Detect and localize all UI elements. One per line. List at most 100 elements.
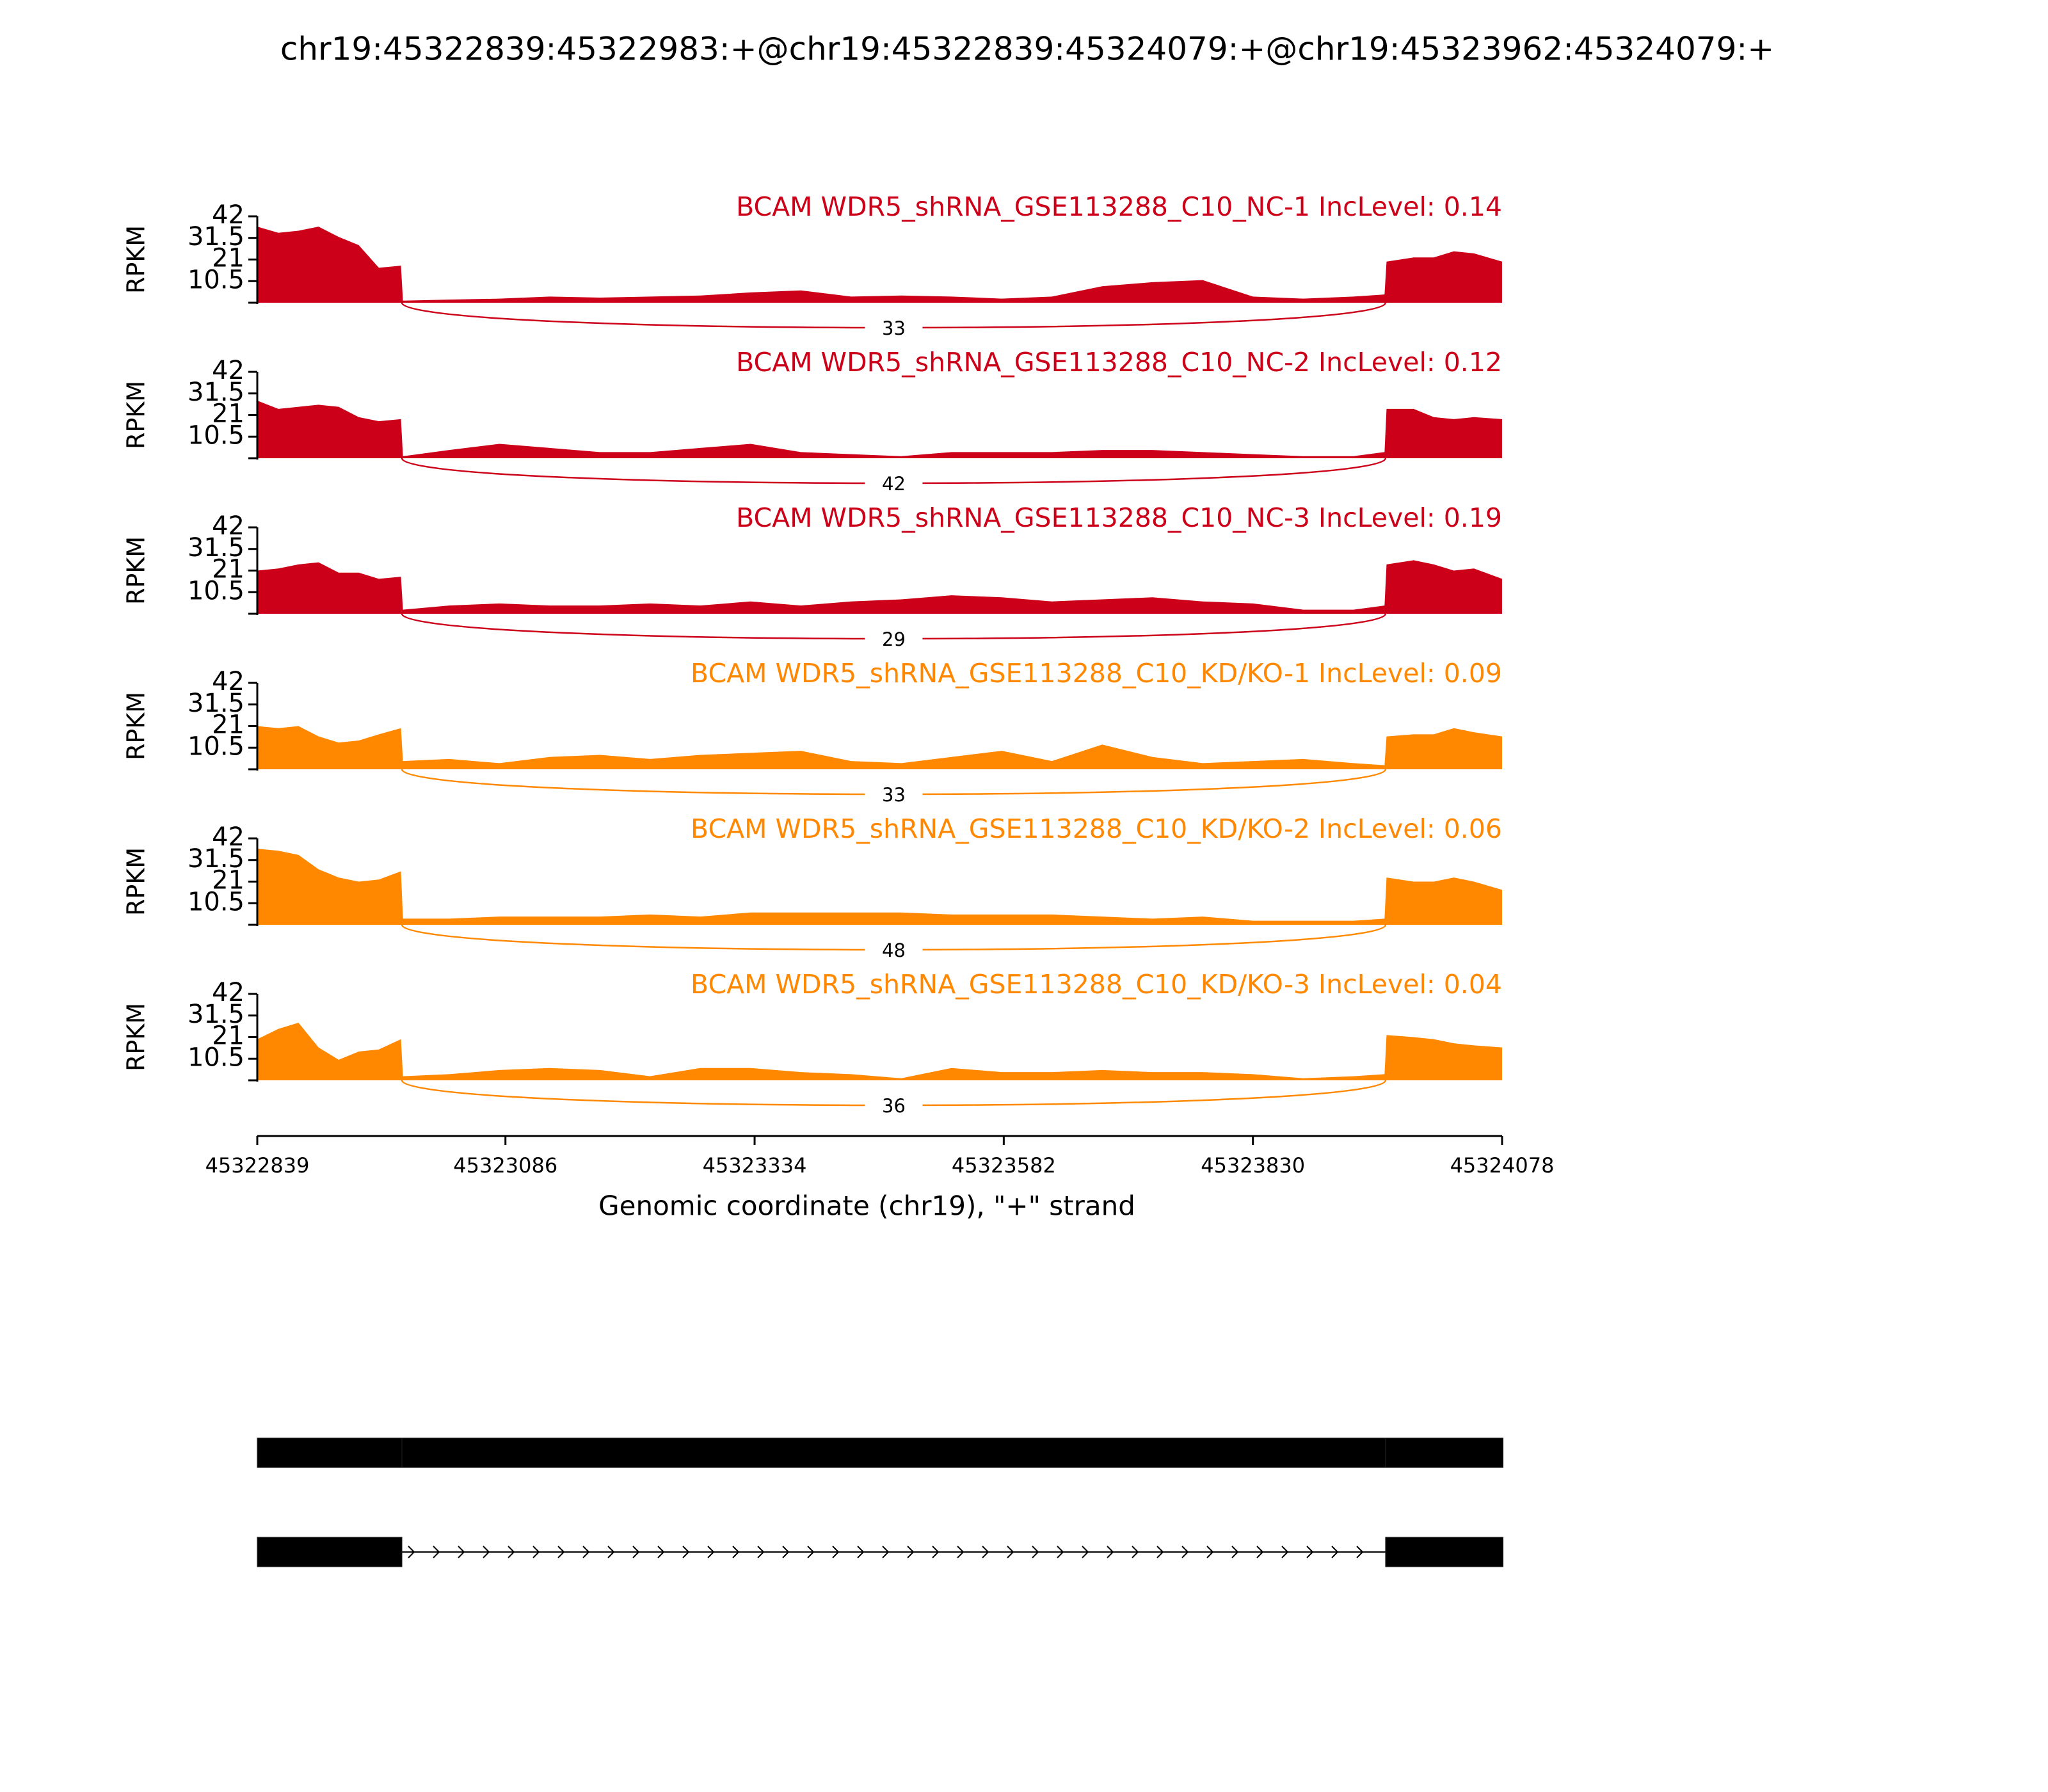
y-axis-label: RPKM xyxy=(122,381,150,449)
y-tick-label: 10.5 xyxy=(188,732,244,761)
strand-arrow xyxy=(907,1546,915,1558)
strand-arrow xyxy=(483,1546,490,1558)
strand-arrow xyxy=(1206,1546,1214,1558)
strand-arrow xyxy=(1082,1546,1089,1558)
strand-arrow xyxy=(1107,1546,1114,1558)
coverage-area xyxy=(257,560,1502,614)
junction-count: 36 xyxy=(882,1095,906,1117)
y-axis-label: RPKM xyxy=(122,1003,150,1071)
x-axis-label: Genomic coordinate (chr19), "+" strand xyxy=(598,1190,1135,1222)
strand-arrow xyxy=(433,1546,440,1558)
strand-arrow xyxy=(982,1546,989,1558)
coverage-area xyxy=(257,227,1502,303)
strand-arrow xyxy=(682,1546,690,1558)
strand-arrow xyxy=(607,1546,615,1558)
strand-arrow xyxy=(557,1546,565,1558)
junction-count: 29 xyxy=(882,628,906,650)
junction-count: 33 xyxy=(882,784,906,806)
x-tick-label: 45322839 xyxy=(205,1153,310,1178)
y-tick-label: 21 xyxy=(212,555,244,584)
strand-arrow xyxy=(882,1546,890,1558)
track-label: BCAM WDR5_shRNA_GSE113288_C10_KD/KO-3 In… xyxy=(691,969,1502,1000)
x-tick-label: 45323334 xyxy=(703,1153,807,1178)
junction-count: 33 xyxy=(882,317,906,339)
y-axis-label: RPKM xyxy=(122,225,150,294)
strand-arrow xyxy=(1256,1546,1264,1558)
strand-arrow xyxy=(458,1546,465,1558)
y-tick-label: 31.5 xyxy=(188,533,244,563)
track-label: BCAM WDR5_shRNA_GSE113288_C10_NC-3 IncLe… xyxy=(736,502,1502,533)
strand-arrow xyxy=(508,1546,515,1558)
y-tick-label: 21 xyxy=(212,244,244,273)
y-axis-label: RPKM xyxy=(122,847,150,916)
strand-arrow xyxy=(657,1546,665,1558)
strand-arrow xyxy=(1281,1546,1289,1558)
exon xyxy=(1385,1437,1504,1468)
strand-arrow xyxy=(532,1546,540,1558)
junction-label-box xyxy=(865,471,923,499)
y-tick-label: 21 xyxy=(212,399,244,429)
strand-arrow xyxy=(1306,1546,1314,1558)
strand-arrow xyxy=(957,1546,964,1558)
strand-arrow xyxy=(782,1546,790,1558)
strand-arrow xyxy=(832,1546,840,1558)
exon xyxy=(401,1437,1386,1468)
y-tick-label: 31.5 xyxy=(188,222,244,252)
strand-arrow xyxy=(932,1546,940,1558)
y-tick-label: 31.5 xyxy=(188,378,244,407)
junction-count: 42 xyxy=(882,473,906,495)
junction-label-box xyxy=(865,1093,923,1121)
y-axis-label: RPKM xyxy=(122,692,150,760)
strand-arrow xyxy=(1032,1546,1039,1558)
y-tick-label: 10.5 xyxy=(188,265,244,294)
y-tick-label: 42 xyxy=(212,667,244,696)
strand-arrow xyxy=(1331,1546,1339,1558)
coverage-area xyxy=(257,1023,1502,1080)
y-tick-label: 42 xyxy=(212,356,244,385)
strand-arrow xyxy=(1156,1546,1164,1558)
junction-count: 48 xyxy=(882,940,906,961)
strand-arrow xyxy=(1132,1546,1139,1558)
strand-arrow xyxy=(807,1546,815,1558)
exon xyxy=(257,1537,403,1567)
track-label: BCAM WDR5_shRNA_GSE113288_C10_NC-2 IncLe… xyxy=(736,347,1502,378)
y-axis-label: RPKM xyxy=(122,536,150,605)
strand-arrow xyxy=(408,1546,415,1558)
x-tick-label: 45323582 xyxy=(952,1153,1056,1178)
y-tick-label: 21 xyxy=(212,1021,244,1051)
y-tick-label: 10.5 xyxy=(188,576,244,605)
strand-arrow xyxy=(1181,1546,1189,1558)
strand-arrow xyxy=(1007,1546,1014,1558)
strand-arrow xyxy=(582,1546,590,1558)
x-tick-label: 45324078 xyxy=(1450,1153,1555,1178)
x-tick-label: 45323086 xyxy=(453,1153,557,1178)
y-tick-label: 21 xyxy=(212,710,244,740)
exon xyxy=(257,1437,403,1468)
junction-label-box xyxy=(865,782,923,810)
y-tick-label: 10.5 xyxy=(188,887,244,916)
junction-label-box xyxy=(865,627,923,655)
strand-arrow xyxy=(1231,1546,1239,1558)
chart-title: chr19:45322839:45322983:+@chr19:45322839… xyxy=(280,31,1774,68)
x-tick-label: 45323830 xyxy=(1201,1153,1305,1178)
track-label: BCAM WDR5_shRNA_GSE113288_C10_KD/KO-2 In… xyxy=(691,813,1502,844)
track-label: BCAM WDR5_shRNA_GSE113288_C10_KD/KO-1 In… xyxy=(691,658,1502,689)
coverage-area xyxy=(257,401,1502,458)
y-tick-label: 42 xyxy=(212,978,244,1007)
junction-label-box xyxy=(865,316,923,344)
y-tick-label: 21 xyxy=(212,866,244,895)
coverage-area xyxy=(257,849,1502,925)
y-tick-label: 31.5 xyxy=(188,844,244,874)
track-label: BCAM WDR5_shRNA_GSE113288_C10_NC-1 IncLe… xyxy=(736,191,1502,222)
strand-arrow xyxy=(857,1546,865,1558)
y-tick-label: 10.5 xyxy=(188,420,244,450)
strand-arrow xyxy=(1356,1546,1364,1558)
y-tick-label: 31.5 xyxy=(188,1000,244,1029)
coverage-area xyxy=(257,726,1502,769)
y-tick-label: 42 xyxy=(212,200,244,230)
y-tick-label: 31.5 xyxy=(188,689,244,718)
y-tick-label: 42 xyxy=(212,511,244,541)
strand-arrow xyxy=(732,1546,740,1558)
strand-arrow xyxy=(707,1546,715,1558)
